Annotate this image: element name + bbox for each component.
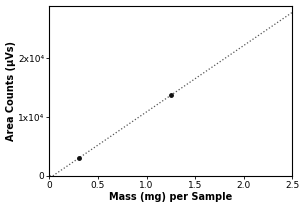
Y-axis label: Area Counts (µVs): Area Counts (µVs) <box>5 41 16 141</box>
X-axis label: Mass (mg) per Sample: Mass (mg) per Sample <box>109 192 232 202</box>
